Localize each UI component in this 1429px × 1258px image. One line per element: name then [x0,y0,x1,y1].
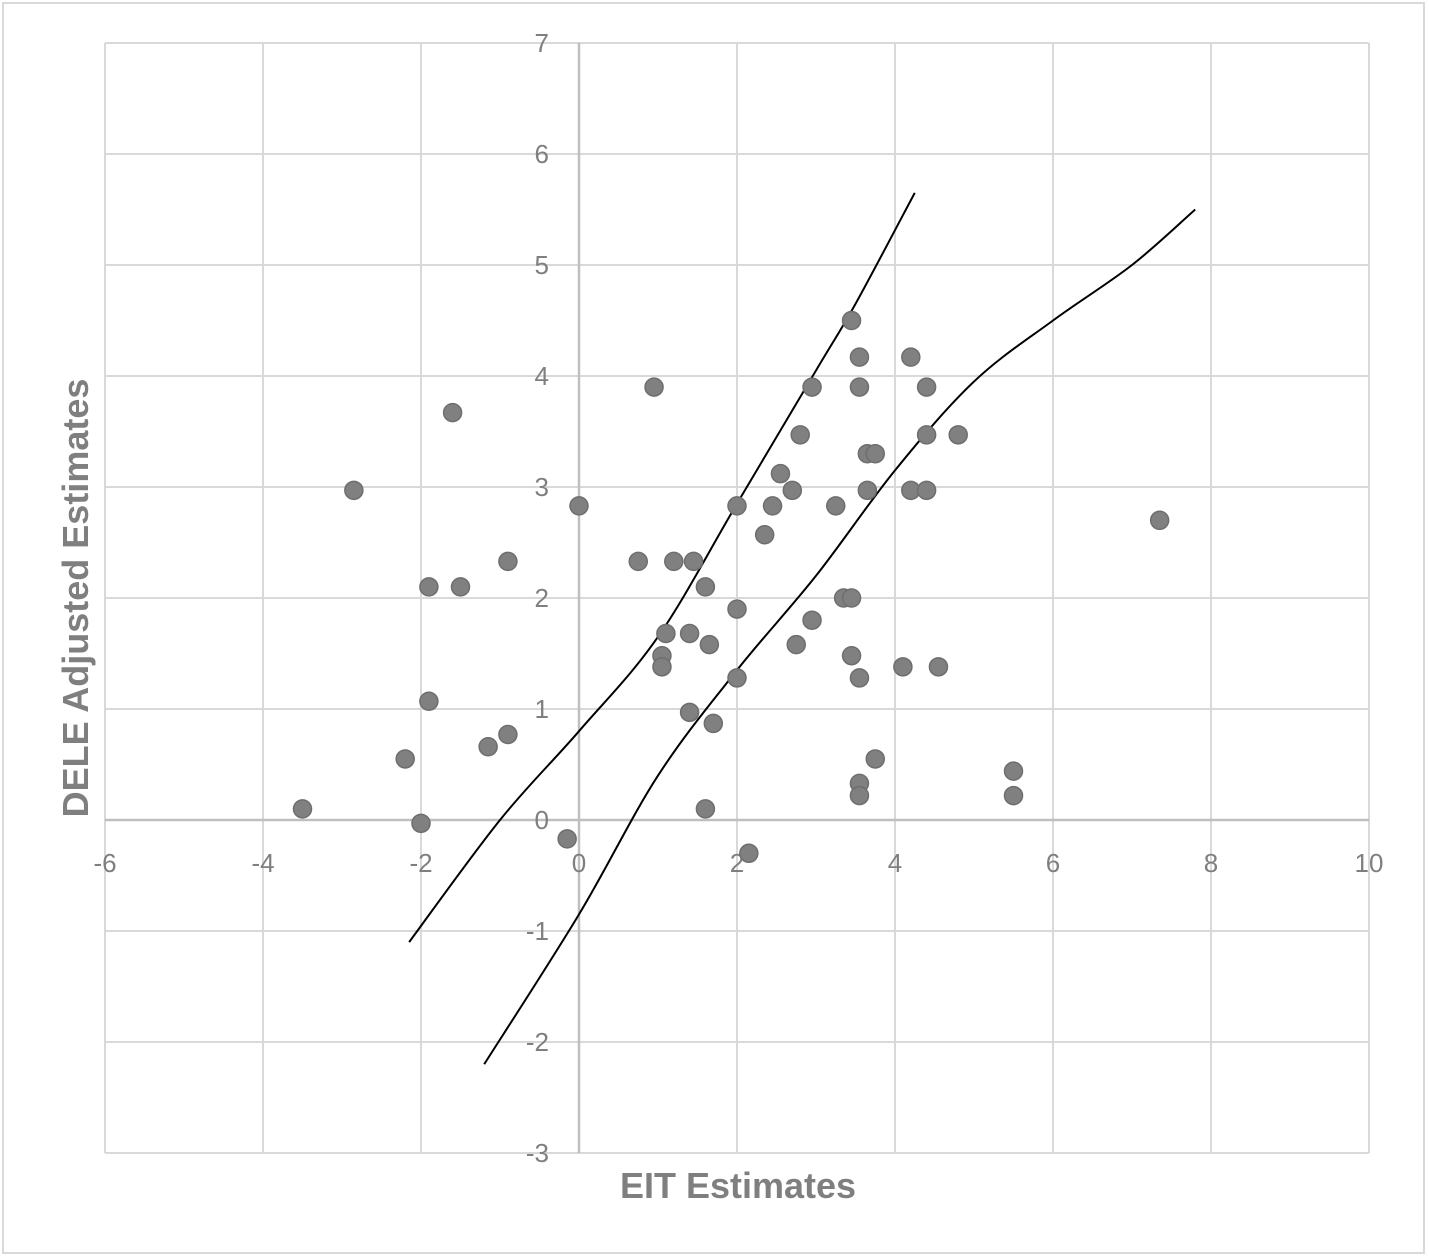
data-point [782,480,803,501]
data-point [628,551,648,572]
y-tick-label: 2 [535,583,549,613]
data-point [770,463,791,484]
data-point [1149,510,1170,531]
curve-line-1 [408,192,916,943]
data-point [656,623,676,644]
data-point [802,610,822,630]
data-point [739,843,759,864]
data-point [679,702,700,723]
data-point [478,736,498,757]
data-point [395,749,415,769]
data-point [901,347,921,367]
x-tick-labels: -6 -4 -2 0 2 4 6 8 10 [93,848,1383,878]
y-tick-label: 0 [535,805,549,835]
data-point [644,377,664,397]
data-point [498,551,518,572]
data-point [849,347,870,367]
data-point [841,645,862,666]
data-point [928,657,949,677]
y-tick-label: 3 [535,472,549,502]
data-point [695,577,716,597]
x-tick-label: -4 [251,848,274,878]
curve-line-2 [483,208,1196,1065]
y-tick-label: -3 [526,1138,549,1168]
data-point [442,402,463,423]
data-point [916,425,937,445]
x-tick-label: 0 [572,848,586,878]
data-point [762,496,783,516]
data-point [857,480,878,501]
data-points [292,310,1170,864]
y-tick-label: 4 [535,361,549,391]
data-point [344,480,364,501]
gridlines [104,42,1370,1154]
data-point [557,829,577,849]
data-point [683,551,704,572]
data-point [893,657,913,677]
data-point [652,657,672,677]
data-point [727,599,747,619]
data-point [699,634,720,655]
data-point [948,425,968,445]
y-axis-title: DELE Adjusted Estimates [55,379,96,818]
data-point [679,623,700,644]
data-point [916,480,937,501]
axes [105,43,1369,1153]
data-point [849,668,870,688]
data-point [727,496,747,516]
data-point [790,425,810,445]
data-point [727,668,747,688]
data-point [695,799,716,819]
y-tick-label: -1 [526,916,549,946]
y-tick-labels: -3 -2 -1 0 1 2 3 4 5 6 7 [526,28,549,1168]
x-tick-label: -6 [93,848,116,878]
data-point [569,496,589,516]
y-tick-label: -2 [526,1027,549,1057]
x-tick-label: 8 [1204,848,1218,878]
data-point [802,377,822,397]
y-tick-label: 5 [535,250,549,280]
data-point [498,724,518,745]
data-point [1003,785,1024,806]
data-point [865,443,885,464]
data-point [849,377,870,397]
x-tick-label: 10 [1355,848,1384,878]
data-point [841,588,862,608]
x-tick-label: 6 [1046,848,1060,878]
data-point [916,377,937,397]
data-point [419,691,439,711]
data-point [450,577,471,597]
x-tick-label: -2 [409,848,432,878]
y-tick-label: 1 [535,694,549,724]
data-point [841,310,862,331]
data-point [1003,761,1024,781]
x-tick-label: 4 [888,848,902,878]
data-point [419,577,439,597]
data-point [754,524,775,545]
data-point [292,799,313,819]
data-point [703,713,724,734]
data-point [664,551,684,572]
data-point [865,749,885,769]
data-point [826,496,846,516]
data-point [411,813,431,834]
data-point [849,785,870,806]
data-point [786,634,806,655]
y-tick-label: 6 [535,139,549,169]
y-tick-label: 7 [535,28,549,58]
x-axis-title: EIT Estimates [620,1165,856,1206]
